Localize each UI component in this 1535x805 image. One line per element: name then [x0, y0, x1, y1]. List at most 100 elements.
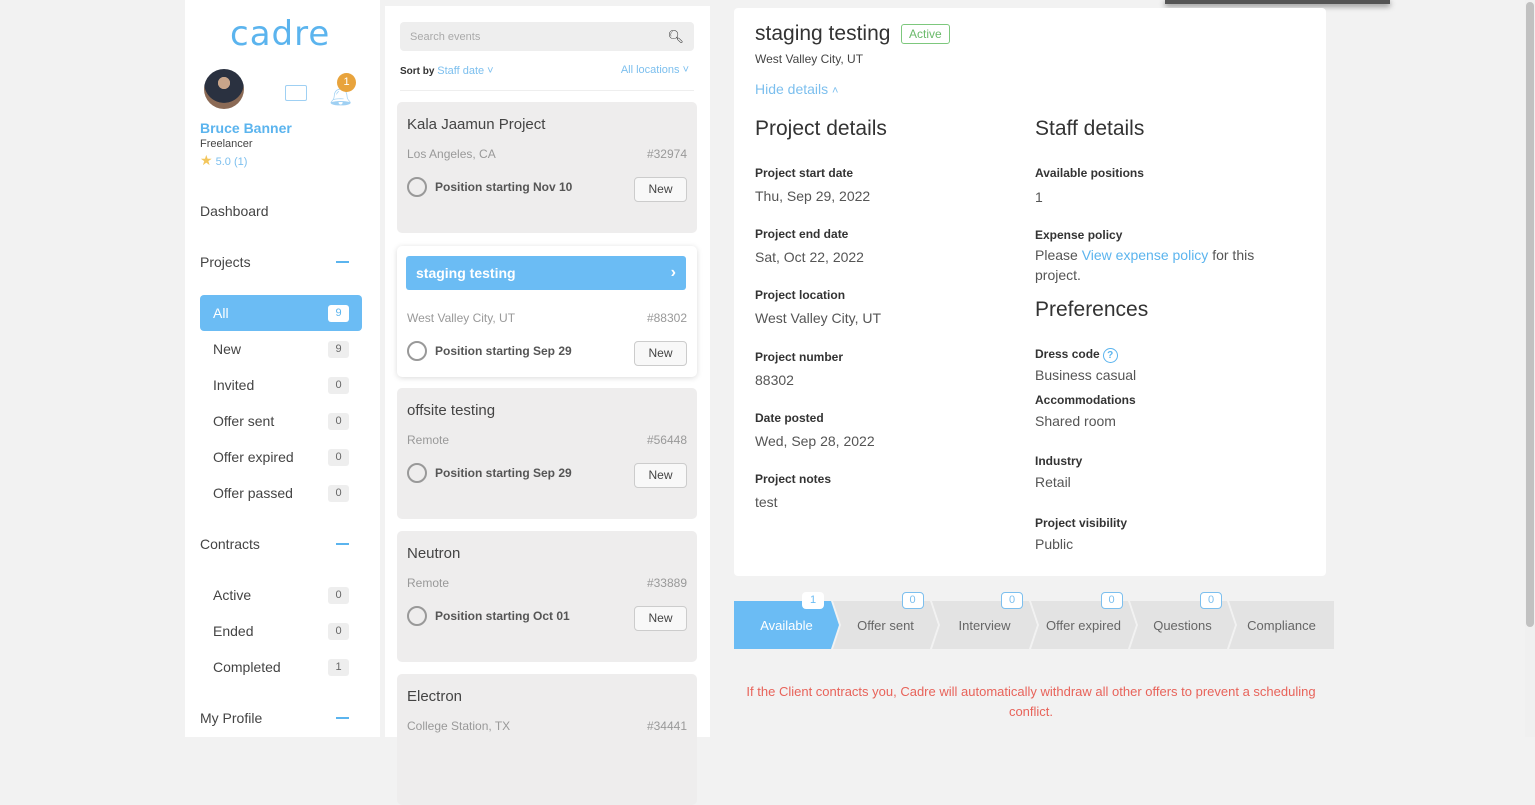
- view-expense-policy-link[interactable]: View expense policy: [1081, 247, 1209, 263]
- field-label: Project notes: [755, 472, 832, 486]
- nav-count: 0: [328, 586, 349, 604]
- divider: [400, 90, 694, 91]
- clock-icon: [407, 606, 427, 626]
- nav-label: Offer passed: [213, 485, 293, 501]
- nav-count: 0: [328, 484, 349, 502]
- nav-label: Offer expired: [213, 449, 294, 465]
- nav-item-invited[interactable]: Invited 0: [200, 367, 362, 403]
- nav-item-offer-passed[interactable]: Offer passed 0: [200, 475, 362, 511]
- event-card[interactable]: Electron College Station, TX #34441: [397, 674, 697, 805]
- event-card[interactable]: › staging testing West Valley City, UT #883…: [397, 246, 697, 377]
- collapse-contracts-icon[interactable]: [336, 543, 349, 545]
- step-count: 1: [802, 592, 824, 609]
- nav-count: 0: [328, 412, 349, 430]
- sort-dropdown[interactable]: Sort by Staff date ˅: [400, 65, 494, 77]
- step-questions[interactable]: Questions: [1130, 601, 1235, 649]
- nav-item-new[interactable]: New 9: [200, 331, 362, 367]
- card-number: #33889: [646, 576, 687, 590]
- scrollbar[interactable]: [1525, 0, 1535, 737]
- rating-value: 5.0 (1): [215, 156, 248, 168]
- user-role: Freelancer: [200, 138, 253, 150]
- card-title: Electron: [407, 688, 463, 705]
- nav-count: 9: [328, 340, 349, 358]
- field-value: West Valley City, UT: [755, 310, 882, 327]
- project-detail: staging testing Active West Valley City,…: [734, 8, 1326, 576]
- clock-icon: [407, 177, 427, 197]
- card-location: Los Angeles, CA: [407, 147, 496, 161]
- pref-label: Industry: [1035, 454, 1083, 468]
- expense-policy-text: Please View expense policy for this proj…: [1035, 247, 1255, 283]
- nav-dashboard[interactable]: Dashboard: [200, 203, 269, 219]
- nav-profile-heading[interactable]: My Profile: [200, 710, 263, 726]
- card-status-button[interactable]: New: [634, 341, 687, 366]
- pref-label: Project visibility: [1035, 516, 1128, 530]
- card-status-button[interactable]: New: [634, 177, 687, 202]
- nav-item-ended[interactable]: Ended 0: [200, 613, 362, 649]
- event-list: Search events 🔍︎ Sort by Staff date ˅ All…: [385, 6, 710, 805]
- clock-icon: [407, 463, 427, 483]
- event-card[interactable]: Kala Jaamun Project Los Angeles, CA #32974…: [397, 102, 697, 233]
- field-value: Wed, Sep 28, 2022: [755, 432, 875, 449]
- nav-projects-heading[interactable]: Projects: [200, 254, 251, 270]
- card-location: Remote: [407, 433, 450, 447]
- user-name[interactable]: Bruce Banner: [200, 120, 292, 136]
- field-label: Project end date: [755, 227, 849, 242]
- location-filter[interactable]: All locations ˅: [620, 64, 689, 76]
- nav-item-all[interactable]: All 9: [200, 295, 362, 331]
- event-card[interactable]: offsite testing Remote #56448 Position star…: [397, 388, 697, 519]
- star-icon: ★: [200, 152, 213, 168]
- nav-item-offer-sent[interactable]: Offer sent 0: [200, 403, 362, 439]
- help-icon[interactable]: ?: [1102, 348, 1118, 363]
- step-count: 0: [1100, 592, 1123, 609]
- collapse-profile-icon[interactable]: [336, 717, 349, 719]
- nav-item-active[interactable]: Active 0: [200, 577, 362, 613]
- nav-label: Active: [213, 587, 252, 603]
- sort-value[interactable]: Staff date: [437, 65, 485, 77]
- card-location: Remote: [407, 576, 450, 590]
- nav-count: 0: [328, 448, 349, 466]
- field-label: Project location: [755, 288, 846, 303]
- chevron-right-icon: ›: [670, 264, 676, 281]
- pipeline-steps: Available Offer sent Interview Offer expire…: [734, 601, 1334, 649]
- expense-policy-label: Expense policy: [1035, 228, 1123, 242]
- nav-item-offer-expired[interactable]: Offer expired 0: [200, 439, 362, 475]
- step-interview[interactable]: Interview: [932, 601, 1037, 649]
- nav-contracts-heading[interactable]: Contracts: [200, 536, 260, 552]
- search-input[interactable]: Search events 🔍︎: [400, 22, 694, 51]
- pref-value: Business casual: [1035, 367, 1137, 383]
- staff-details-heading: Staff details: [1035, 117, 1145, 140]
- field-label: Project number: [755, 349, 844, 364]
- hide-details-toggle[interactable]: Hide details ˄: [755, 81, 838, 97]
- step-available[interactable]: Available: [734, 601, 839, 649]
- field-value: test: [755, 494, 778, 510]
- available-positions-value: 1: [1035, 189, 1043, 205]
- nav-label: New: [213, 341, 242, 357]
- step-compliance[interactable]: Compliance: [1229, 601, 1334, 649]
- card-status-button[interactable]: New: [634, 606, 687, 631]
- card-position: Position starting Nov 10: [407, 177, 572, 197]
- card-title[interactable]: › staging testing: [406, 256, 686, 290]
- collapse-projects-icon[interactable]: [336, 261, 349, 263]
- card-number: #56448: [646, 433, 687, 447]
- card-position: Position starting Sep 29: [407, 341, 572, 361]
- scrollbar-thumb[interactable]: [1526, 2, 1534, 627]
- search-placeholder: Search events: [410, 30, 481, 43]
- avatar[interactable]: [204, 69, 244, 109]
- overlay-edge: [1165, 0, 1390, 4]
- pref-label: Accommodations: [1035, 393, 1136, 407]
- field-value: Thu, Sep 29, 2022: [755, 188, 871, 204]
- chevron-up-icon: ˄: [832, 85, 839, 97]
- step-offer-sent[interactable]: Offer sent: [833, 601, 938, 649]
- search-icon[interactable]: 🔍︎: [667, 28, 684, 44]
- preferences-heading: Preferences: [1035, 298, 1149, 321]
- nav-count: 9: [328, 304, 349, 322]
- mail-icon[interactable]: [285, 85, 307, 101]
- pref-label: Dress code?: [1035, 347, 1118, 363]
- step-offer-expired[interactable]: Offer expired: [1031, 601, 1136, 649]
- card-position: Position starting Oct 01: [407, 606, 570, 626]
- card-status-button[interactable]: New: [634, 463, 687, 488]
- project-details-heading: Project details: [755, 117, 887, 140]
- nav-item-completed[interactable]: Completed 1: [200, 649, 362, 685]
- event-card[interactable]: Neutron Remote #33889 Position starting Oct…: [397, 531, 697, 662]
- nav-label: Invited: [213, 377, 255, 393]
